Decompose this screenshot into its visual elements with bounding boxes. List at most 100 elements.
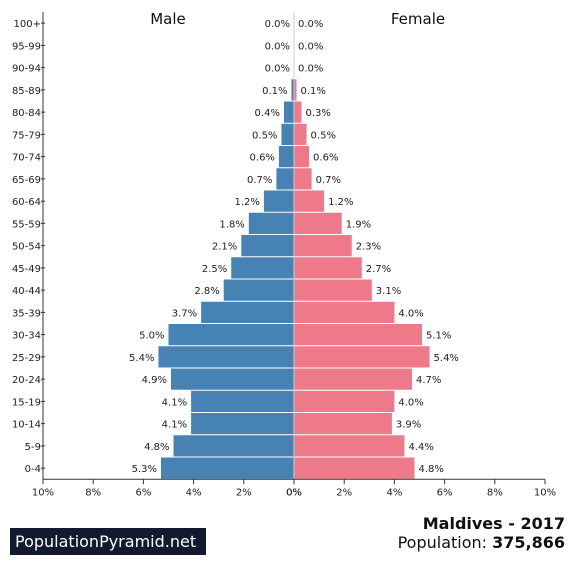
bar-male-65-69 bbox=[276, 168, 294, 190]
population-label: Population: bbox=[397, 533, 493, 552]
value-label-female-65-69: 0.7% bbox=[316, 175, 341, 186]
bar-female-20-24 bbox=[294, 368, 412, 390]
bar-male-35-39 bbox=[201, 301, 294, 323]
population-value: 375,866 bbox=[492, 533, 565, 552]
value-label-female-45-49: 2.7% bbox=[366, 264, 391, 275]
bar-female-70-74 bbox=[294, 146, 310, 168]
bar-female-40-44 bbox=[294, 279, 372, 301]
bar-male-0-4 bbox=[160, 457, 294, 479]
bar-female-65-69 bbox=[294, 168, 312, 190]
age-label-70-74: 70-74 bbox=[12, 153, 41, 164]
age-label-65-69: 65-69 bbox=[12, 175, 41, 186]
x-tick-label-right-0: 0% bbox=[286, 487, 302, 498]
site-brand-logo[interactable]: PopulationPyramid.net bbox=[10, 528, 206, 555]
value-label-male-20-24: 4.9% bbox=[142, 375, 167, 386]
age-label-35-39: 35-39 bbox=[12, 308, 41, 319]
value-label-female-20-24: 4.7% bbox=[416, 375, 441, 386]
bar-female-80-84 bbox=[294, 101, 302, 123]
age-label-0-4: 0-4 bbox=[25, 464, 41, 475]
value-label-male-40-44: 2.8% bbox=[194, 286, 219, 297]
bar-female-55-59 bbox=[294, 212, 342, 234]
value-label-male-55-59: 1.8% bbox=[219, 219, 244, 230]
bar-male-5-9 bbox=[173, 435, 294, 457]
series-title-female: Female bbox=[391, 10, 445, 28]
value-label-female-85-89: 0.1% bbox=[301, 86, 326, 97]
value-label-female-95-99: 0.0% bbox=[298, 41, 323, 52]
age-label-95-99: 95-99 bbox=[12, 41, 41, 52]
bar-female-25-29 bbox=[294, 346, 430, 368]
value-label-female-90-94: 0.0% bbox=[298, 64, 323, 75]
value-label-female-10-14: 3.9% bbox=[396, 420, 421, 431]
value-label-male-50-54: 2.1% bbox=[212, 242, 237, 253]
value-label-female-35-39: 4.0% bbox=[398, 308, 423, 319]
x-tick-label-left-2: 6% bbox=[135, 487, 151, 498]
value-label-female-70-74: 0.6% bbox=[313, 153, 338, 164]
bar-female-60-64 bbox=[294, 190, 325, 212]
bar-female-15-19 bbox=[294, 390, 395, 412]
value-label-female-30-34: 5.1% bbox=[426, 331, 451, 342]
value-label-male-30-34: 5.0% bbox=[139, 331, 164, 342]
bar-male-30-34 bbox=[168, 324, 294, 346]
x-tick-label-right-3: 6% bbox=[437, 487, 453, 498]
bar-female-50-54 bbox=[294, 235, 352, 257]
bar-male-50-54 bbox=[241, 235, 294, 257]
value-label-male-70-74: 0.6% bbox=[250, 153, 275, 164]
age-label-60-64: 60-64 bbox=[12, 197, 41, 208]
bar-female-85-89 bbox=[294, 79, 297, 101]
age-label-20-24: 20-24 bbox=[12, 375, 41, 386]
x-tick-label-left-3: 4% bbox=[186, 487, 202, 498]
bar-male-55-59 bbox=[248, 212, 294, 234]
age-label-25-29: 25-29 bbox=[12, 353, 41, 364]
population-pyramid-chart: Male Female 100+ 0.0% 0.0% 95-99 0.0% 0.0% 90-94… bbox=[12, 10, 556, 498]
x-tick-label-right-4: 8% bbox=[487, 487, 503, 498]
value-label-male-45-49: 2.5% bbox=[202, 264, 227, 275]
x-tick-label-right-1: 2% bbox=[336, 487, 352, 498]
value-label-female-40-44: 3.1% bbox=[376, 286, 401, 297]
bar-female-30-34 bbox=[294, 324, 423, 346]
bar-male-10-14 bbox=[191, 413, 294, 435]
value-label-female-0-4: 4.8% bbox=[418, 464, 443, 475]
bar-male-75-79 bbox=[281, 123, 294, 145]
bar-male-80-84 bbox=[283, 101, 294, 123]
bar-male-70-74 bbox=[278, 146, 294, 168]
bar-male-25-29 bbox=[158, 346, 294, 368]
age-label-100+: 100+ bbox=[14, 19, 41, 30]
value-label-male-100+: 0.0% bbox=[265, 19, 290, 30]
bar-male-15-19 bbox=[191, 390, 294, 412]
bar-male-45-49 bbox=[231, 257, 294, 279]
value-label-female-15-19: 4.0% bbox=[398, 397, 423, 408]
country-year-title: Maldives - 2017 bbox=[422, 514, 565, 533]
value-label-female-5-9: 4.4% bbox=[408, 442, 433, 453]
value-label-male-15-19: 4.1% bbox=[162, 397, 187, 408]
x-tick-label-right-2: 4% bbox=[386, 487, 402, 498]
bar-female-0-4 bbox=[294, 457, 415, 479]
value-label-male-65-69: 0.7% bbox=[247, 175, 272, 186]
value-label-female-25-29: 5.4% bbox=[434, 353, 459, 364]
age-label-85-89: 85-89 bbox=[12, 86, 41, 97]
value-label-male-80-84: 0.4% bbox=[255, 108, 280, 119]
age-label-55-59: 55-59 bbox=[12, 219, 41, 230]
bar-female-5-9 bbox=[294, 435, 405, 457]
age-label-15-19: 15-19 bbox=[12, 397, 41, 408]
value-label-female-100+: 0.0% bbox=[298, 19, 323, 30]
age-label-30-34: 30-34 bbox=[12, 331, 41, 342]
value-label-female-75-79: 0.5% bbox=[311, 130, 336, 141]
age-label-40-44: 40-44 bbox=[12, 286, 41, 297]
value-label-male-0-4: 5.3% bbox=[132, 464, 157, 475]
value-label-male-60-64: 1.2% bbox=[234, 197, 259, 208]
x-tick-label-left-1: 8% bbox=[85, 487, 101, 498]
value-label-male-5-9: 4.8% bbox=[144, 442, 169, 453]
value-label-male-90-94: 0.0% bbox=[265, 64, 290, 75]
bar-female-45-49 bbox=[294, 257, 362, 279]
bar-male-20-24 bbox=[171, 368, 294, 390]
x-tick-label-right-5: 10% bbox=[534, 487, 556, 498]
series-title-male: Male bbox=[150, 10, 186, 28]
value-label-male-85-89: 0.1% bbox=[262, 86, 287, 97]
value-label-male-10-14: 4.1% bbox=[162, 420, 187, 431]
age-label-45-49: 45-49 bbox=[12, 264, 41, 275]
age-label-5-9: 5-9 bbox=[25, 442, 41, 453]
age-label-90-94: 90-94 bbox=[12, 64, 41, 75]
age-label-80-84: 80-84 bbox=[12, 108, 41, 119]
bar-male-60-64 bbox=[263, 190, 294, 212]
value-label-female-55-59: 1.9% bbox=[346, 219, 371, 230]
